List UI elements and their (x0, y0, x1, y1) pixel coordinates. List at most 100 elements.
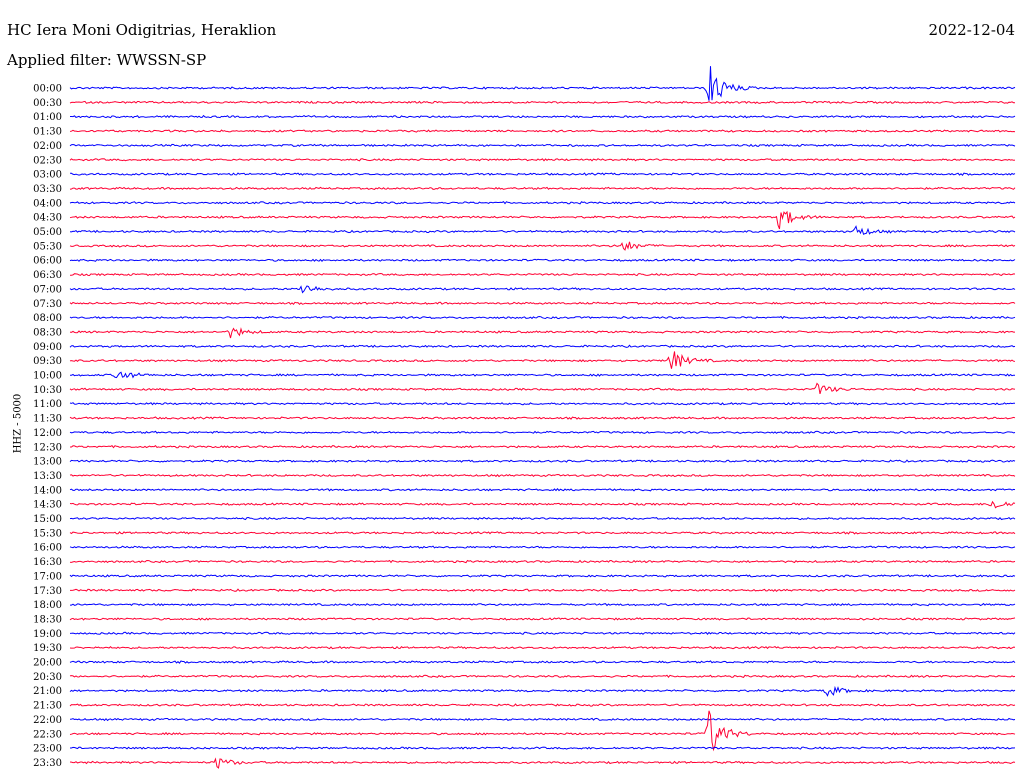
row-label: 19:30 (33, 643, 62, 654)
row-label: 17:00 (33, 571, 62, 582)
row-label: 04:30 (33, 213, 62, 224)
trace-line (69, 371, 1015, 379)
trace-line (69, 645, 1016, 650)
trace-line (69, 631, 1016, 636)
row-label: 03:00 (33, 170, 62, 181)
trace-line (69, 143, 1016, 148)
trace-line (69, 327, 1015, 339)
trace-line (69, 225, 1016, 235)
row-label: 21:00 (33, 686, 62, 697)
trace-line (69, 200, 1016, 205)
row-label: 14:00 (33, 485, 62, 496)
trace-line (69, 158, 1016, 162)
trace-line (70, 746, 1016, 750)
row-label: 06:30 (33, 270, 62, 281)
row-label: 21:30 (33, 701, 62, 712)
row-label: 16:00 (33, 543, 62, 554)
trace-line (69, 703, 1016, 707)
row-label: 07:00 (33, 284, 62, 295)
row-label: 09:30 (33, 356, 62, 367)
trace-line (69, 258, 1016, 262)
trace-line (69, 210, 1016, 230)
trace-line (69, 285, 1016, 294)
trace-line (69, 402, 1016, 406)
trace-line (69, 301, 1016, 306)
trace-line (69, 531, 1016, 535)
row-label: 13:30 (33, 471, 62, 482)
row-label: 20:30 (33, 672, 62, 683)
trace-line (70, 272, 1016, 277)
row-label: 01:00 (33, 112, 62, 123)
trace-line (69, 459, 1016, 463)
station-title: HC Iera Moni Odigitrias, Heraklion (7, 21, 277, 39)
trace-line (69, 129, 1016, 133)
trace-line (69, 685, 1016, 697)
row-label: 08:00 (33, 313, 62, 324)
row-label: 01:30 (33, 127, 62, 138)
record-date: 2022-12-04 (928, 21, 1015, 39)
row-label: 00:30 (33, 98, 62, 109)
row-label: 22:30 (33, 729, 62, 740)
trace-line (70, 602, 1016, 607)
row-label: 17:30 (33, 586, 62, 597)
row-label: 09:00 (33, 342, 62, 353)
row-label: 10:00 (33, 371, 62, 382)
row-label: 08:30 (33, 327, 62, 338)
row-label: 11:00 (33, 399, 62, 410)
row-label: 07:30 (33, 299, 62, 310)
row-label: 22:00 (33, 715, 62, 726)
trace-line (69, 516, 1016, 521)
trace-line (69, 430, 1016, 434)
trace-line (69, 351, 1016, 369)
row-label: 05:30 (33, 241, 62, 252)
trace-line (69, 473, 1016, 478)
row-label: 04:00 (33, 198, 62, 209)
row-label: 05:00 (33, 227, 62, 238)
row-label: 03:30 (33, 184, 62, 195)
trace-line (70, 114, 1016, 119)
trace-line (69, 545, 1016, 549)
row-label: 02:30 (33, 155, 62, 166)
trace-line (69, 315, 1016, 320)
trace-line (69, 241, 1016, 251)
row-label: 18:30 (33, 614, 62, 625)
filter-label: Applied filter: WWSSN-SP (7, 51, 207, 69)
trace-line (69, 100, 1015, 105)
trace-line (69, 344, 1016, 348)
row-label: 18:00 (33, 600, 62, 611)
row-label: 11:30 (33, 414, 62, 425)
row-label: 23:00 (33, 744, 62, 755)
row-label: 12:30 (33, 442, 62, 453)
trace-line (69, 500, 1016, 509)
trace-line (69, 710, 1016, 752)
row-label: 00:00 (33, 84, 62, 95)
trace-line (69, 416, 1016, 420)
trace-line (69, 66, 1016, 101)
trace-line (70, 444, 1016, 449)
row-label: 15:00 (33, 514, 62, 525)
trace-line (69, 382, 1016, 395)
row-label: 13:00 (33, 457, 62, 468)
trace-line (69, 660, 1016, 664)
trace-line (69, 186, 1016, 191)
row-label: 15:30 (33, 528, 62, 539)
trace-line (70, 588, 1016, 592)
trace-line (69, 757, 1016, 769)
trace-line (69, 717, 1016, 722)
trace-line (69, 574, 1016, 578)
row-label: 10:30 (33, 385, 62, 396)
row-label: 20:00 (33, 658, 62, 669)
row-label: 19:00 (33, 629, 62, 640)
row-label: 16:30 (33, 557, 62, 568)
trace-line (69, 488, 1016, 492)
row-label: 14:30 (33, 500, 62, 511)
row-label: 06:00 (33, 256, 62, 267)
row-label: 23:30 (33, 758, 62, 769)
trace-line (69, 617, 1016, 621)
row-label: 02:00 (33, 141, 62, 152)
trace-line (69, 559, 1016, 564)
trace-line (69, 674, 1016, 679)
trace-line (70, 172, 1016, 176)
row-label: 12:00 (33, 428, 62, 439)
